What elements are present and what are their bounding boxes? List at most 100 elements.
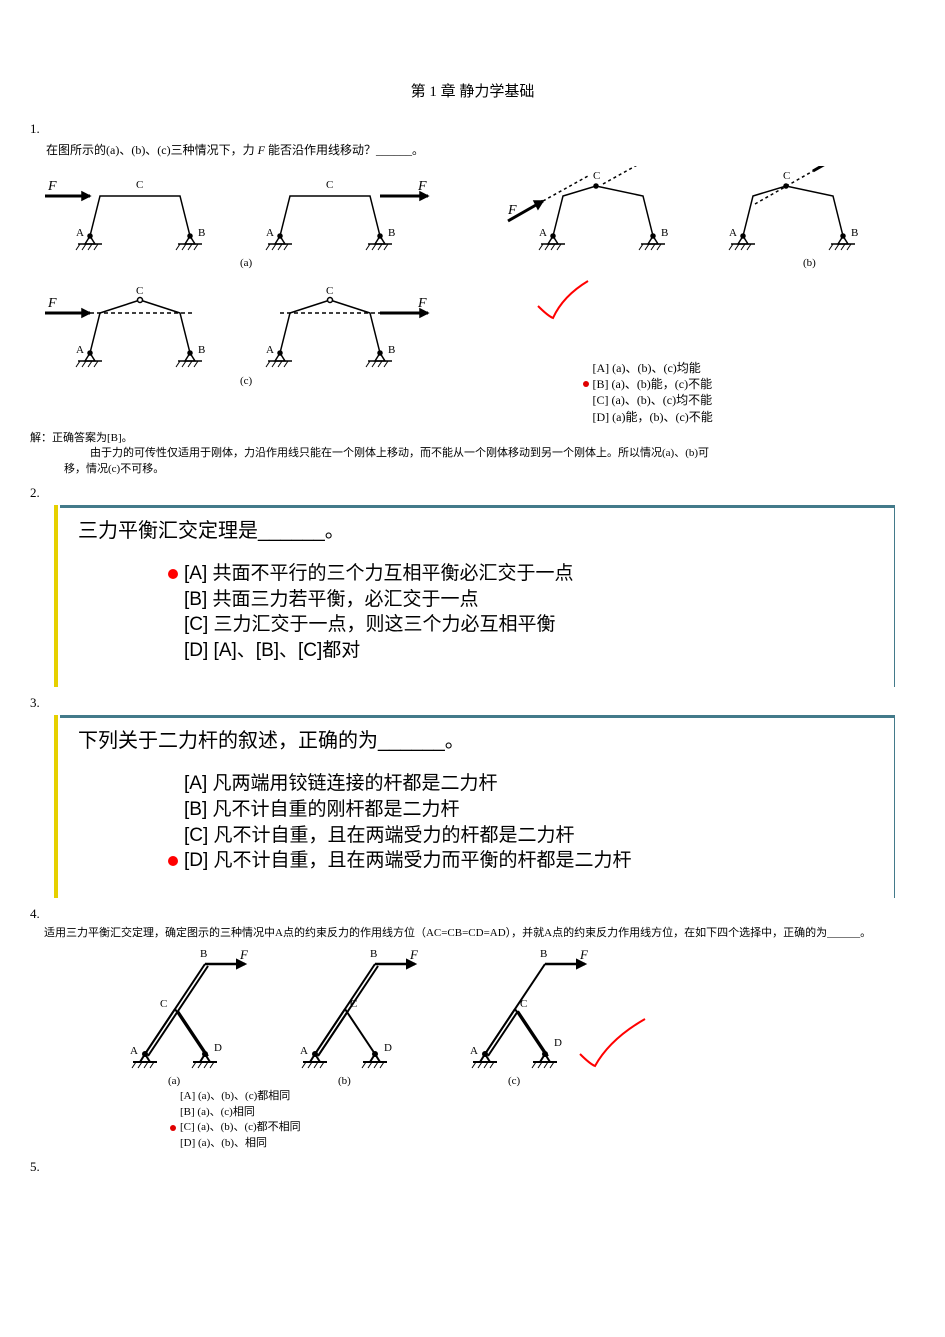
q5-number: 5. xyxy=(30,1159,915,1175)
q3-opt-b: [B] 凡不计自重的刚杆都是二力杆 xyxy=(184,797,460,823)
label-B: B xyxy=(200,949,207,960)
q1-options-col: [A] (a)、(b)、(c)均能 [B] (a)、(b)能，(c)不能 [C]… xyxy=(473,276,916,425)
q1-fig-a: F C A B F xyxy=(30,166,473,276)
label-B: B xyxy=(851,227,858,239)
q1-text-F: F xyxy=(258,143,265,157)
q3-stem: 下列关于二力杆的叙述，正确的为______。 xyxy=(78,724,884,753)
q1-options: [A] (a)、(b)、(c)均能 [B] (a)、(b)能，(c)不能 [C]… xyxy=(583,360,916,425)
sublabel-c: (c) xyxy=(240,375,253,387)
checkmark-icon xyxy=(580,1019,645,1066)
q2-opt-b: [B] 共面三力若平衡，必汇交于一点 xyxy=(184,587,479,613)
q2-options: [A] 共面不平行的三个力互相平衡必汇交于一点 [B] 共面三力若平衡，必汇交于… xyxy=(168,561,884,664)
label-C: C xyxy=(593,170,600,182)
label-D: D xyxy=(554,1037,562,1049)
q4-options: [A] (a)、(b)、(c)都相同 [B] (a)、(c)相同 [C] (a)… xyxy=(170,1089,915,1151)
q4-diagram-a: F B C A D (a) xyxy=(110,949,280,1089)
label-A: A xyxy=(300,1045,308,1057)
sublabel-a: (a) xyxy=(240,257,253,269)
label-B: B xyxy=(370,949,377,960)
q3-opt-c: [C] 凡不计自重，且在两端受力的杆都是二力杆 xyxy=(184,823,575,849)
q4-opt-b: [B] (a)、(c)相同 xyxy=(180,1105,255,1120)
q2-opt-d: [D] [A]、[B]、[C]都对 xyxy=(184,638,360,664)
q1-explain-line2: 由于力的可传性仅适用于刚体，力沿作用线只能在一个刚体上移动，而不能从一个刚体移动… xyxy=(90,446,915,461)
label-B: B xyxy=(388,344,395,356)
q4-opt-a: [A] (a)、(b)、(c)都相同 xyxy=(180,1089,290,1104)
q1-diagram-c: F C A B F xyxy=(30,276,450,396)
q1-text-post: 能否沿作用线移动？______。 xyxy=(265,143,424,157)
q3-opt-a: [A] 凡两端用铰链连接的杆都是二力杆 xyxy=(184,771,498,797)
correct-marker-icon xyxy=(168,856,178,866)
label-C: C xyxy=(520,998,527,1010)
page: 第 1 章 静力学基础 1. 在图所示的(a)、(b)、(c)三种情况下，力 F… xyxy=(0,0,945,1209)
q4-number: 4. xyxy=(30,906,915,922)
label-F: F xyxy=(579,949,589,962)
label-D: D xyxy=(214,1042,222,1054)
q1-figures-row1: F C A B F xyxy=(30,166,915,276)
label-A: A xyxy=(130,1045,138,1057)
sublabel-b: (b) xyxy=(803,257,816,269)
q1-diagram-a: F C A B F xyxy=(30,166,450,276)
q1-explain-line1: 解：正确答案为[B]。 xyxy=(30,431,915,446)
q2-number: 2. xyxy=(30,485,915,501)
q2-opt-a: [A] 共面不平行的三个力互相平衡必汇交于一点 xyxy=(184,561,574,587)
q1-fig-b: F C A B F xyxy=(473,166,916,276)
label-B: B xyxy=(661,227,668,239)
correct-marker-icon xyxy=(168,569,178,579)
q1-opt-d: [D] (a)能，(b)、(c)不能 xyxy=(593,409,713,425)
q4-opt-d: [D] (a)、(b)、相同 xyxy=(180,1136,267,1151)
label-C: C xyxy=(783,170,790,182)
sublabel-b: (b) xyxy=(338,1075,351,1087)
label-A: A xyxy=(76,227,84,239)
label-F: F xyxy=(507,203,517,218)
q3-options: [A] 凡两端用铰链连接的杆都是二力杆 [B] 凡不计自重的刚杆都是二力杆 [C… xyxy=(168,771,884,874)
q3-number: 3. xyxy=(30,695,915,711)
chapter-title: 第 1 章 静力学基础 xyxy=(30,80,915,101)
label-F: F xyxy=(409,949,419,962)
label-B: B xyxy=(388,227,395,239)
label-A: A xyxy=(539,227,547,239)
correct-marker-icon xyxy=(170,1125,176,1131)
label-B: B xyxy=(198,344,205,356)
q2-opt-c: [C] 三力汇交于一点，则这三个力必互相平衡 xyxy=(184,612,556,638)
q1-explanation: 解：正确答案为[B]。 由于力的可传性仅适用于刚体，力沿作用线只能在一个刚体上移… xyxy=(30,431,915,477)
label-F: F xyxy=(417,179,427,194)
q3-box: 下列关于二力杆的叙述，正确的为______。 [A] 凡两端用铰链连接的杆都是二… xyxy=(60,715,895,898)
label-F: F xyxy=(417,296,427,311)
label-C: C xyxy=(136,179,143,191)
label-A: A xyxy=(729,227,737,239)
label-A: A xyxy=(470,1045,478,1057)
label-A: A xyxy=(266,227,274,239)
label-D: D xyxy=(384,1042,392,1054)
q1-stem: 在图所示的(a)、(b)、(c)三种情况下，力 F 能否沿作用线移动？_____… xyxy=(46,141,915,158)
q1-figures-row2: F C A B F xyxy=(30,276,915,425)
correct-marker-icon xyxy=(583,381,589,387)
label-A: A xyxy=(76,344,84,356)
q1-fig-c: F C A B F xyxy=(30,276,473,425)
label-C: C xyxy=(160,998,167,1010)
label-F: F xyxy=(239,949,249,962)
q1-opt-b: [B] (a)、(b)能，(c)不能 xyxy=(593,376,713,392)
q1-explain-line3: 移，情况(c)不可移。 xyxy=(64,462,915,477)
q1-opt-a: [A] (a)、(b)、(c)均能 xyxy=(593,360,701,376)
q4-diagram-b: F B C A D (b) xyxy=(280,949,450,1089)
label-B: B xyxy=(198,227,205,239)
q2-stem: 三力平衡汇交定理是______。 xyxy=(78,514,884,543)
label-F: F xyxy=(47,296,57,311)
q4-diagram-c: F B C A D (c) xyxy=(450,949,680,1089)
label-C: C xyxy=(136,285,143,297)
label-A: A xyxy=(266,344,274,356)
label-B: B xyxy=(540,949,547,960)
sublabel-a: (a) xyxy=(168,1075,181,1087)
label-C: C xyxy=(350,998,357,1010)
q1-diagram-b: F C A B F xyxy=(473,166,893,276)
q1-number: 1. xyxy=(30,121,915,137)
q4-stem: 适用三力平衡汇交定理，确定图示的三种情况中A点的约束反力的作用线方位（AC=CB… xyxy=(44,926,915,941)
label-C: C xyxy=(326,179,333,191)
label-F: F xyxy=(47,179,57,194)
label-C: C xyxy=(326,285,333,297)
checkmark-icon xyxy=(533,276,593,326)
sublabel-c: (c) xyxy=(508,1075,521,1087)
q3-opt-d: [D] 凡不计自重，且在两端受力而平衡的杆都是二力杆 xyxy=(184,848,632,874)
q4-figures: F B C A D (a) F B C xyxy=(110,949,915,1089)
q2-box: 三力平衡汇交定理是______。 [A] 共面不平行的三个力互相平衡必汇交于一点… xyxy=(60,505,895,688)
